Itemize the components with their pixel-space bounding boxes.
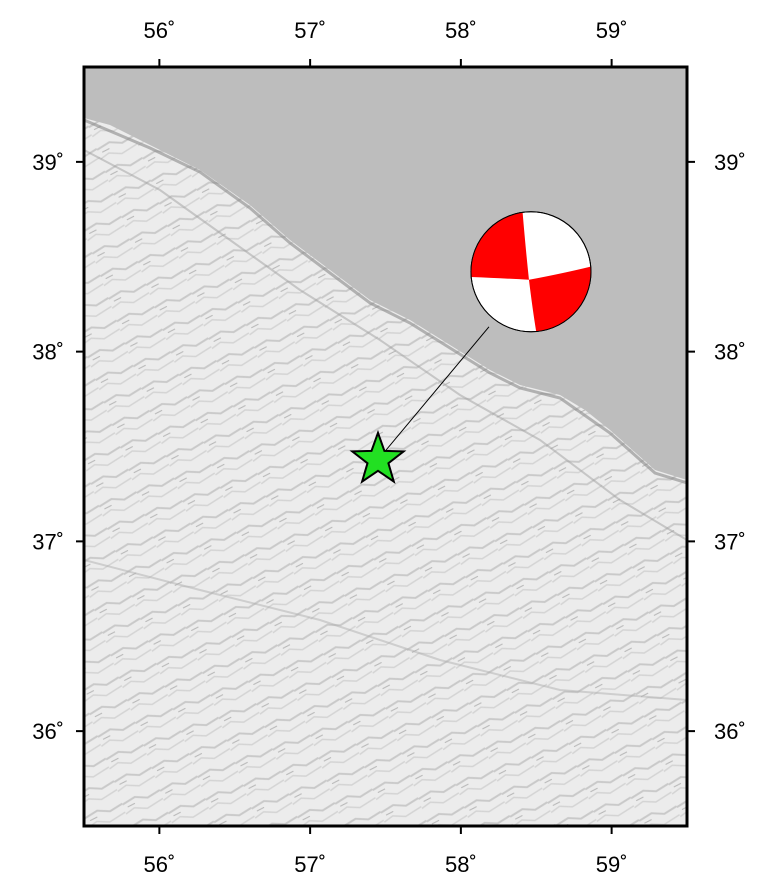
lon-label-top: 56˚ [143,18,175,43]
ridge-line [84,118,687,485]
tick-marks [76,59,695,834]
lat-label-right: 38˚ [714,340,746,365]
beachball-outline [470,211,592,333]
lat-label-left: 39˚ [32,150,64,175]
lat-label-left: 38˚ [32,340,64,365]
lowland-plain [84,67,687,480]
lon-label-bottom: 57˚ [294,852,326,877]
star-icon[interactable] [349,429,407,485]
lat-label-left: 36˚ [32,719,64,744]
lat-label-right: 39˚ [714,150,746,175]
mechanism-connector-line [377,326,490,461]
lon-label-top: 57˚ [294,18,326,43]
lat-label-right: 37˚ [714,529,746,554]
lat-label-right: 36˚ [714,719,746,744]
beachball-compression-quadrant-1 [470,212,529,280]
ridge-shadow [84,149,687,541]
beachball-compression-quadrant-2 [528,266,591,332]
map-frame [82,65,689,828]
valley-line [84,559,687,701]
lon-label-bottom: 59˚ [596,852,628,877]
lon-label-bottom: 56˚ [143,852,175,877]
tick-labels: 56˚ 56˚ 57˚ 57˚ 58˚ 58˚ 59˚ 59˚ 39˚ 39˚ 38˚ 38˚ 37˚ 3… [32,18,746,877]
lon-label-bottom: 58˚ [445,852,477,877]
lon-label-top: 58˚ [445,18,477,43]
lat-label-left: 37˚ [32,529,64,554]
lon-label-top: 59˚ [596,18,628,43]
beachball-icon[interactable] [470,211,592,333]
